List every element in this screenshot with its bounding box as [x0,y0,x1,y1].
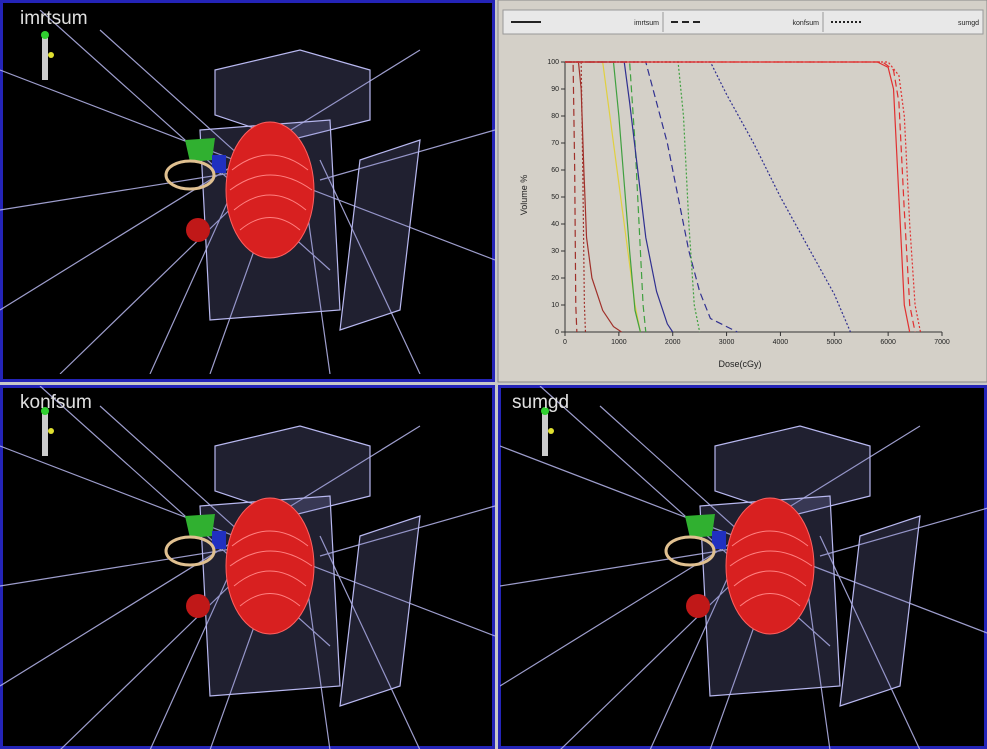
y-tick-label: 10 [551,302,559,309]
y-tick-label: 80 [551,113,559,120]
y-axis-label: Volume % [519,175,529,216]
x-tick-label: 7000 [934,339,950,346]
view-panel: konfsum [0,386,495,749]
y-tick-label: 20 [551,275,559,282]
y-tick-label: 60 [551,167,559,174]
y-tick-label: 40 [551,221,559,228]
view-panel: imrtsum [0,2,495,381]
legend-label: imrtsum [634,20,659,27]
x-tick-label: 6000 [880,339,896,346]
x-tick-label: 3000 [719,339,735,346]
x-tick-label: 0 [563,339,567,346]
view-label: konfsum [20,392,92,413]
view-label: imrtsum [20,8,88,29]
y-tick-label: 100 [547,59,559,66]
view-label: sumgd [512,392,569,413]
x-axis-label: Dose(cGy) [718,359,761,369]
x-tick-label: 1000 [611,339,627,346]
y-tick-label: 70 [551,140,559,147]
y-tick-label: 30 [551,248,559,255]
view-panel: sumgd [500,386,987,749]
legend-label: konfsum [793,20,820,27]
x-tick-label: 2000 [665,339,681,346]
screen: imrtsum konfsum sumgd Volume % Dose(cGy)… [0,0,987,749]
x-tick-label: 5000 [826,339,842,346]
y-tick-label: 90 [551,86,559,93]
y-tick-label: 0 [555,329,559,336]
y-tick-label: 50 [551,194,559,201]
x-tick-label: 4000 [773,339,789,346]
legend-label: sumgd [958,20,979,27]
